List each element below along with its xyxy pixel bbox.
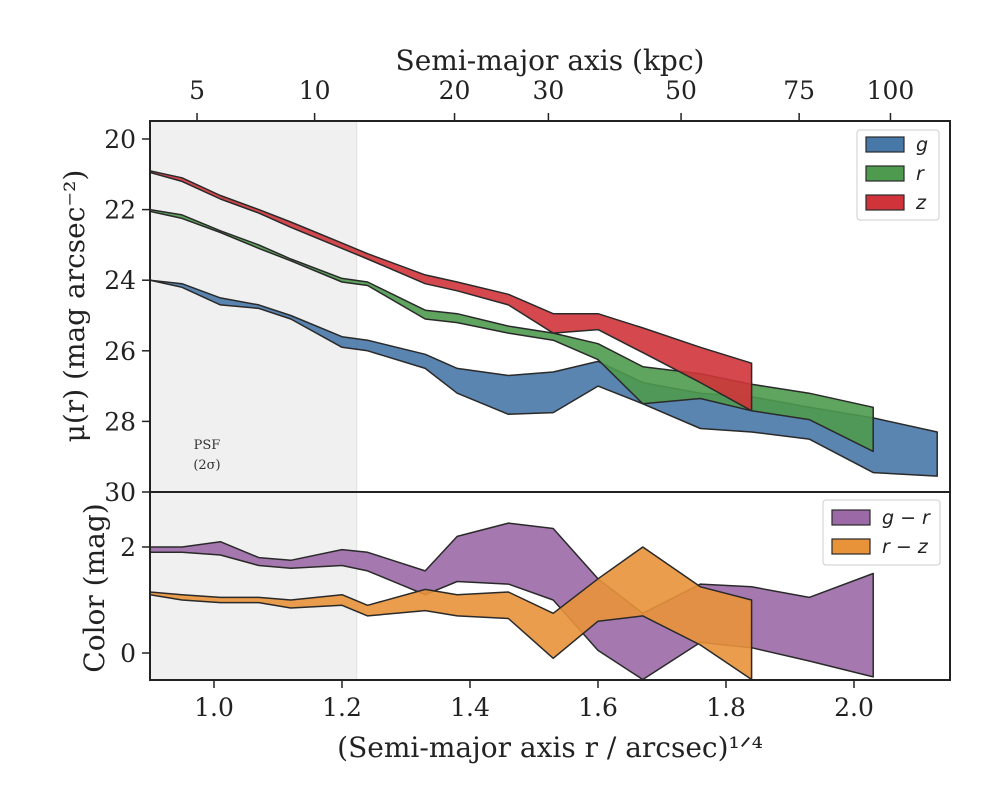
legend-swatch [865, 136, 905, 153]
color-y-tick-label: 0 [120, 639, 136, 668]
y-tick-label: 20 [104, 125, 136, 154]
band-r-band [150, 208, 874, 453]
legend-label: z [915, 192, 927, 214]
legend-swatch [865, 165, 905, 182]
x-tick-label: 1.4 [450, 693, 490, 722]
kpc-tick-label: 50 [665, 76, 697, 105]
psf-label-line2: (2σ) [193, 458, 220, 473]
kpc-tick-label: 30 [532, 76, 564, 105]
y-tick-label: 28 [104, 407, 136, 436]
legend-label: r [916, 163, 925, 185]
x-tick-label: 2.0 [834, 693, 874, 722]
legend-swatch [831, 538, 871, 555]
legend-label: g − r [882, 507, 931, 529]
bottom-y-axis-label: Color (mag) [78, 503, 111, 672]
top-y-axis-label: μ(r) (mag arcsec⁻²) [58, 170, 91, 443]
x-tick-label: 1.8 [706, 693, 746, 722]
kpc-tick-label: 10 [299, 76, 331, 105]
kpc-tick-label: 75 [783, 76, 815, 105]
psf-region [149, 120, 358, 681]
legend-swatch [831, 509, 871, 526]
kpc-tick-label: 5 [189, 76, 205, 105]
axis-ticks: 20 22 24 26 28 30 0 2 1.0 1.2 1.4 1.6 1.8 2.0 5 10 20 30 5… [104, 76, 914, 722]
legend-top: grz [856, 129, 940, 221]
legend-label: r − z [882, 536, 929, 558]
top-axis-label: Semi-major axis (kpc) [396, 44, 705, 77]
surface-brightness-bands [150, 170, 938, 477]
x-tick-label: 1.2 [322, 693, 362, 722]
x-tick-label: 1.0 [194, 693, 234, 722]
kpc-tick-label: 100 [867, 76, 915, 105]
band-g-band [150, 279, 938, 477]
bottom-panel-frame [149, 491, 951, 681]
x-tick-label: 1.6 [578, 693, 618, 722]
y-tick-label: 26 [104, 337, 136, 366]
legend-label: g [916, 134, 928, 156]
y-tick-label: 30 [104, 478, 136, 507]
band-z-band [150, 170, 753, 412]
legend-swatch [865, 194, 905, 211]
color-y-tick-label: 2 [120, 533, 136, 562]
y-tick-label: 22 [104, 196, 136, 225]
psf-label-line1: PSF [194, 438, 221, 453]
y-tick-label: 24 [104, 266, 136, 295]
legend-bottom: g − r r − z [822, 499, 941, 566]
kpc-tick-label: 20 [439, 76, 471, 105]
bottom-x-axis-label: (Semi-major axis r / arcsec)¹ᐟ⁴ [337, 731, 763, 764]
